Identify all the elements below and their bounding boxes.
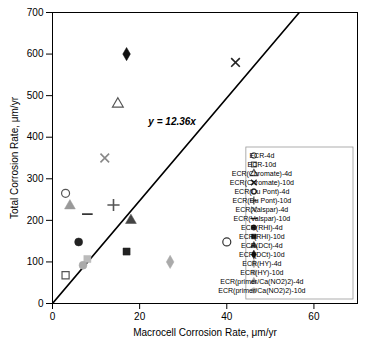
svg-text:300: 300 (27, 173, 44, 184)
svg-text:600: 600 (27, 48, 44, 59)
svg-text:200: 200 (27, 215, 44, 226)
svg-text:ECR(HY)-10d: ECR(HY)-10d (240, 269, 283, 277)
svg-text:ECR(Valspar)-10d: ECR(Valspar)-10d (234, 215, 291, 223)
svg-text:ECR(RHI)-4d: ECR(RHI)-4d (241, 224, 283, 232)
svg-text:Total Corrosion Rate, μm/yr: Total Corrosion Rate, μm/yr (9, 96, 20, 219)
svg-text:ECR(Chromate)-4d: ECR(Chromate)-4d (232, 170, 292, 178)
svg-text:400: 400 (27, 131, 44, 142)
svg-text:0: 0 (50, 311, 56, 322)
svg-text:20: 20 (134, 311, 146, 322)
svg-text:500: 500 (27, 90, 44, 101)
svg-text:ECR(primer/Ca(NO2)2)-10d: ECR(primer/Ca(NO2)2)-10d (218, 287, 305, 295)
svg-text:ECR(primer/Ca(NO2)2)-4d: ECR(primer/Ca(NO2)2)-4d (220, 278, 303, 286)
svg-text:100: 100 (27, 256, 44, 267)
svg-text:ECR-4d: ECR-4d (249, 152, 274, 159)
svg-text:y = 12.36x: y = 12.36x (147, 116, 196, 127)
svg-text:ECR(DCt)-4d: ECR(DCt)-4d (241, 242, 283, 250)
svg-text:ECR(HY)-4d: ECR(HY)-4d (242, 260, 281, 268)
svg-text:Macrocell Corrosion Rate, μm/y: Macrocell Corrosion Rate, μm/yr (133, 327, 277, 338)
svg-text:ECR(Du Pont)-4d: ECR(Du Pont)-4d (234, 188, 289, 196)
svg-text:0: 0 (38, 298, 44, 309)
svg-text:40: 40 (221, 311, 233, 322)
svg-text:ECR(Chromate)-10d: ECR(Chromate)-10d (230, 179, 294, 187)
svg-text:ECR(RHI)-10d: ECR(RHI)-10d (239, 233, 285, 241)
svg-text:ECR(DCt)-10d: ECR(DCt)-10d (239, 251, 285, 259)
svg-text:ECR(Valspar)-4d: ECR(Valspar)-4d (235, 206, 288, 214)
svg-text:700: 700 (27, 7, 44, 18)
svg-text:ECR(Du Pont)-10d: ECR(Du Pont)-10d (232, 197, 291, 205)
svg-text:ECR-10d: ECR-10d (247, 161, 276, 168)
svg-text:60: 60 (308, 311, 320, 322)
